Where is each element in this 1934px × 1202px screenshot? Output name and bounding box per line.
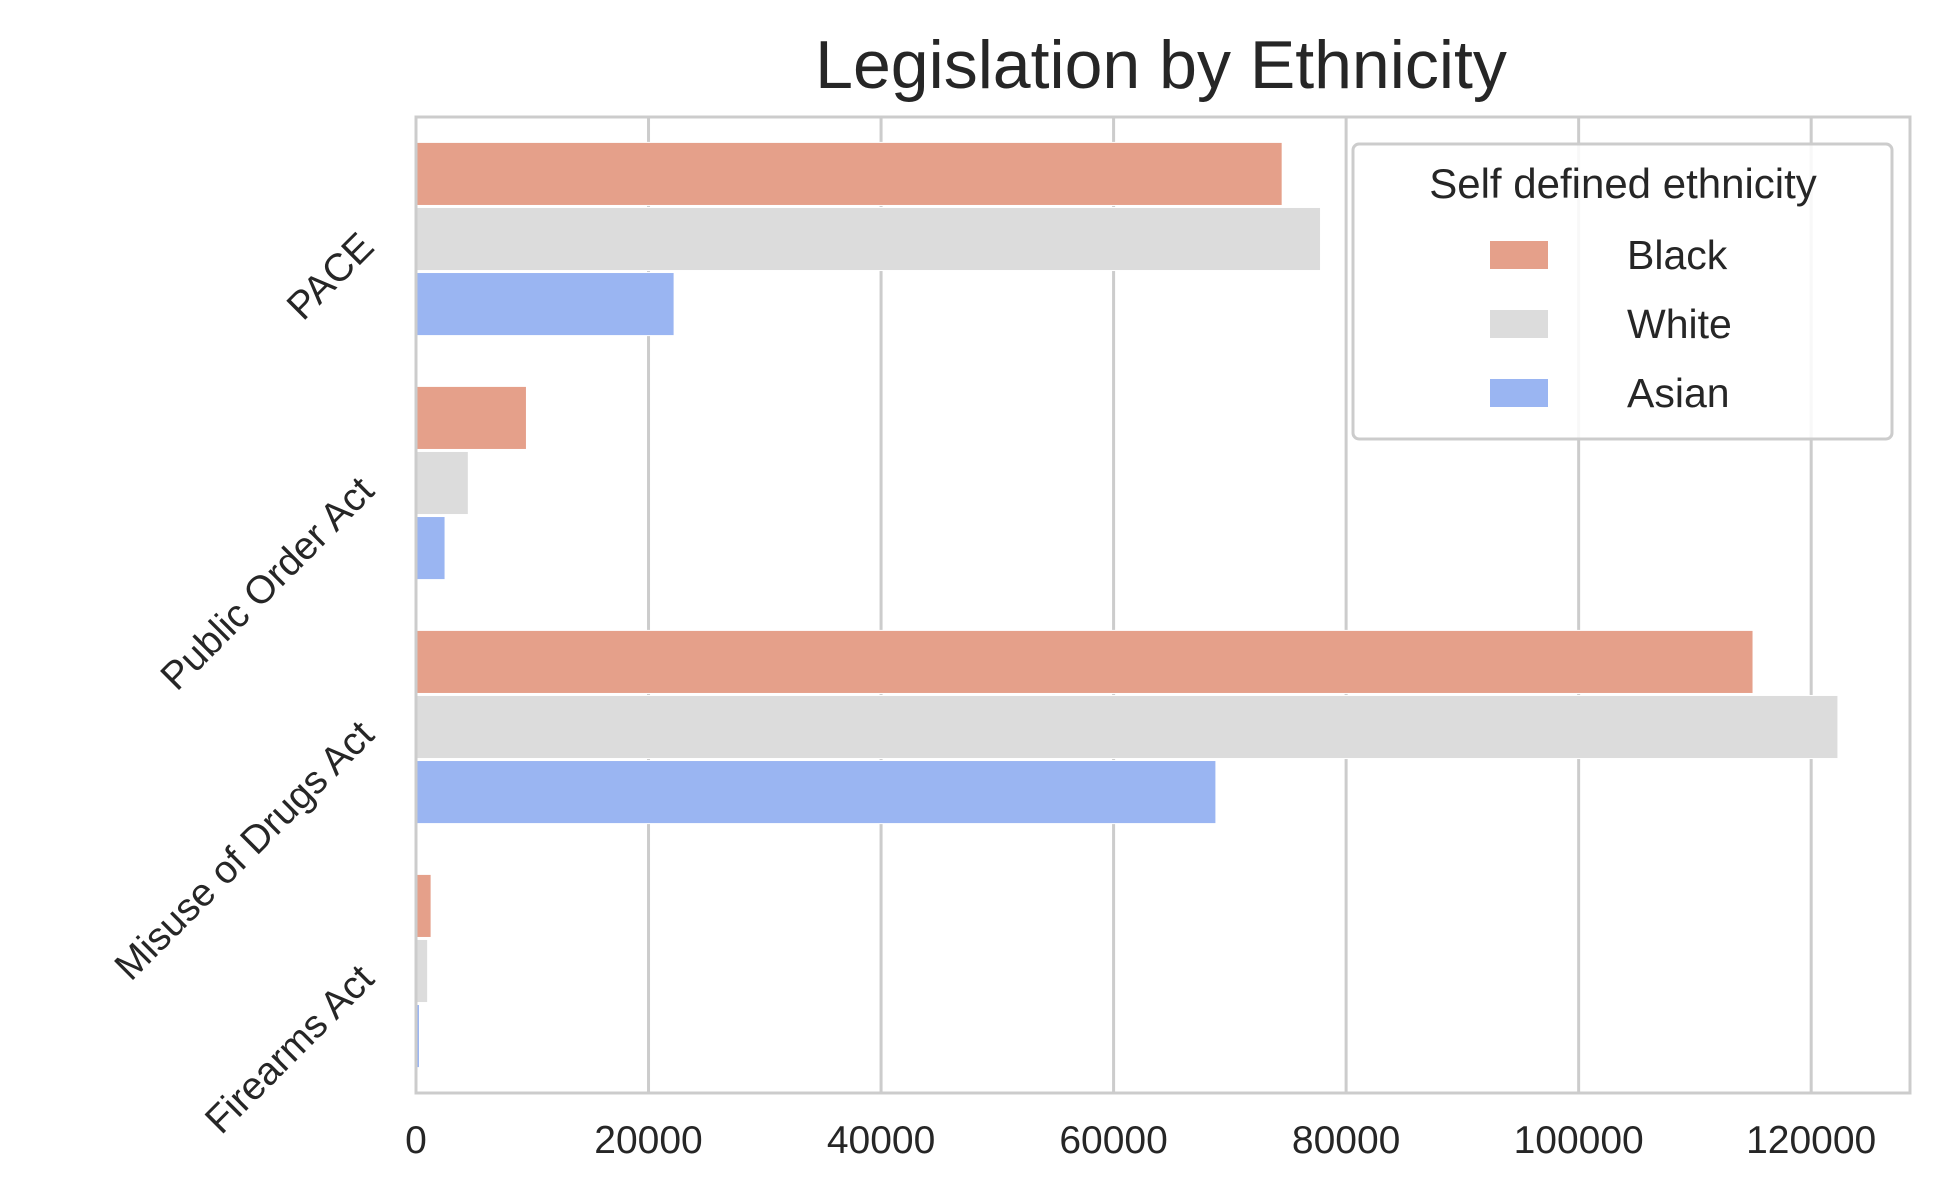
x-tick-label: 20000 xyxy=(594,1119,702,1162)
bar-white-2 xyxy=(415,694,1839,760)
bar-black-0 xyxy=(415,141,1283,206)
y-tick-label: PACE xyxy=(279,225,382,328)
bar-black-3 xyxy=(415,873,432,938)
x-tick-label: 80000 xyxy=(1292,1119,1400,1162)
x-tick-label: 120000 xyxy=(1746,1119,1876,1162)
legend-box xyxy=(1351,142,1894,441)
bar-asian-2 xyxy=(415,760,1217,825)
plot-frame xyxy=(414,115,1912,1095)
x-tick-label: 100000 xyxy=(1514,1119,1644,1162)
bar-asian-0 xyxy=(415,272,675,337)
legend-label-black: Black xyxy=(1627,232,1728,278)
y-tick-label: Misuse of Drugs Act xyxy=(107,713,383,989)
legend-title: Self defined ethnicity xyxy=(1429,160,1817,207)
legend-swatch-black xyxy=(1490,241,1548,269)
bar-black-2 xyxy=(415,629,1754,694)
x-axis-ticks: 0 20000 40000 60000 80000 100000 120000 xyxy=(405,1119,1876,1162)
legend-swatch-asian xyxy=(1490,379,1548,407)
y-tick-label: Public Order Act xyxy=(153,469,383,699)
bar-asian-1 xyxy=(415,516,446,581)
legend: Self defined ethnicity Black White Asian xyxy=(1351,142,1894,441)
bars xyxy=(415,141,1839,1069)
bar-white-3 xyxy=(415,938,429,1004)
x-tick-label: 40000 xyxy=(827,1119,935,1162)
x-tick-label: 0 xyxy=(405,1119,427,1162)
legend-label-asian: Asian xyxy=(1627,370,1730,416)
bar-white-1 xyxy=(415,450,469,516)
legend-swatch-white xyxy=(1490,310,1548,338)
chart-title: Legislation by Ethnicity xyxy=(815,27,1507,103)
x-tick-label: 60000 xyxy=(1059,1119,1167,1162)
bar-black-1 xyxy=(415,385,527,450)
legend-label-white: White xyxy=(1627,301,1732,347)
y-tick-label: Firearms Act xyxy=(197,957,382,1142)
bar-white-0 xyxy=(415,206,1322,272)
